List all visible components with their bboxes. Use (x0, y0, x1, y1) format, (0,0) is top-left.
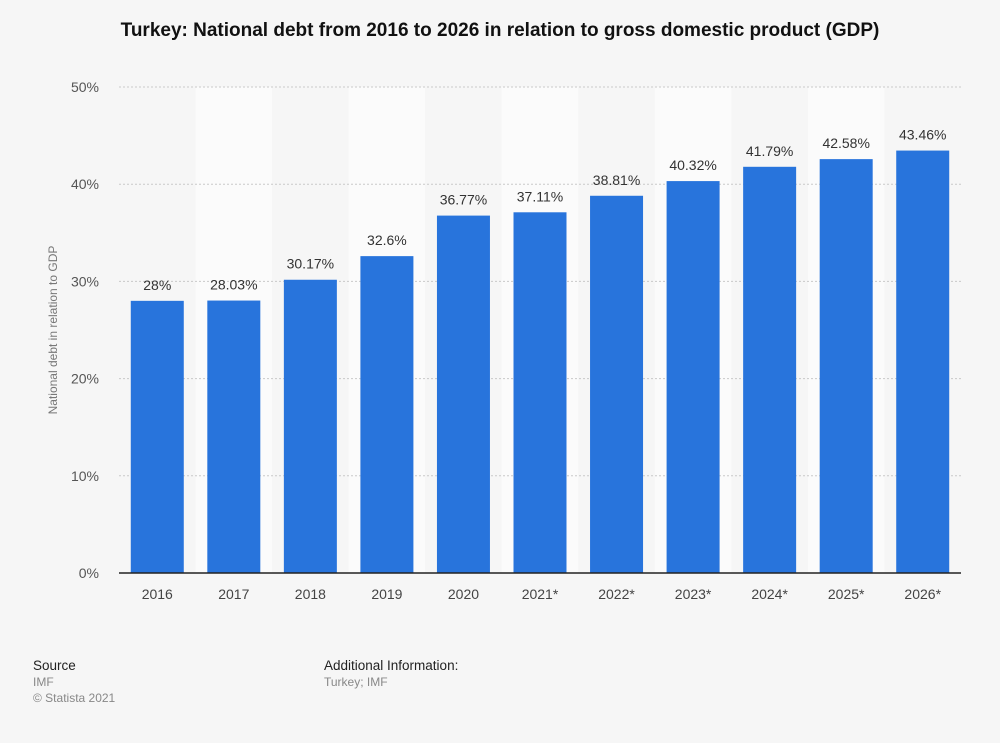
y-tick-label: 40% (71, 176, 99, 192)
bar[interactable] (896, 150, 950, 574)
bar-value-label: 36.77% (440, 192, 487, 208)
bar-value-label: 42.58% (822, 135, 869, 151)
bar-value-label: 38.81% (593, 172, 640, 188)
bar-value-label: 43.46% (899, 127, 946, 143)
bar[interactable] (207, 300, 261, 573)
x-tick-label: 2025* (828, 586, 865, 602)
chart-title: Turkey: National debt from 2016 to 2026 … (120, 20, 880, 41)
additional-info-block: Additional Information: Turkey; IMF (324, 658, 458, 690)
x-tick-label: 2021* (522, 586, 559, 602)
x-tick-label: 2022* (598, 586, 635, 602)
bar[interactable] (436, 215, 490, 574)
bar[interactable] (590, 195, 644, 574)
bar-value-label: 32.6% (367, 232, 407, 248)
y-tick-label: 30% (71, 273, 99, 289)
source-heading: Source (33, 658, 76, 673)
bar[interactable] (666, 181, 720, 573)
bar-value-label: 28% (143, 277, 171, 293)
x-tick-label: 2026* (904, 586, 941, 602)
x-tick-label: 2024* (751, 586, 788, 602)
y-tick-label: 10% (71, 468, 99, 484)
bar[interactable] (513, 212, 567, 573)
x-tick-label: 2023* (675, 586, 712, 602)
bar[interactable] (360, 256, 414, 573)
bar[interactable] (130, 300, 184, 573)
x-tick-label: 2018 (295, 586, 326, 602)
y-tick-label: 20% (71, 371, 99, 387)
additional-info-heading: Additional Information: (324, 658, 459, 673)
copyright: © Statista 2021 (33, 691, 116, 705)
source-block: Source IMF © Statista 2021 (33, 658, 115, 706)
x-tick-label: 2020 (448, 586, 479, 602)
x-tick-label: 2019 (371, 586, 402, 602)
source-name[interactable]: IMF (33, 675, 54, 689)
bar-value-label: 37.11% (517, 188, 563, 204)
x-tick-label: 2016 (142, 586, 173, 602)
y-axis-title: National debt in relation to GDP (46, 246, 60, 415)
bar-value-label: 28.03% (210, 277, 257, 293)
bar-value-label: 40.32% (669, 157, 716, 173)
additional-info-text: Turkey; IMF (324, 675, 388, 689)
bar-value-label: 30.17% (287, 256, 334, 272)
bar[interactable] (283, 279, 337, 573)
y-tick-label: 0% (79, 565, 99, 581)
bar[interactable] (743, 166, 797, 573)
x-tick-label: 2017 (218, 586, 249, 602)
y-tick-label: 50% (71, 79, 99, 95)
bar[interactable] (819, 159, 873, 573)
bar-value-label: 41.79% (746, 143, 793, 159)
